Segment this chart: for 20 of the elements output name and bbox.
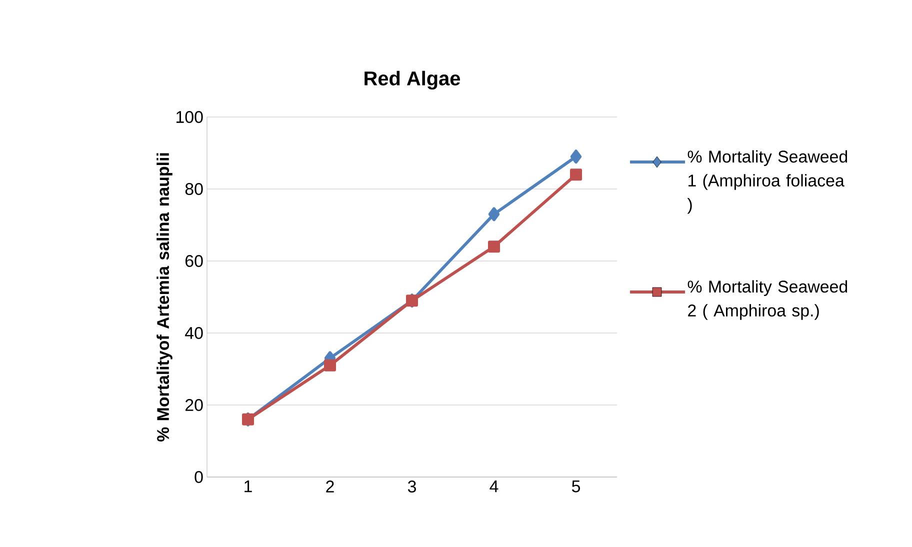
x-tick-label: 1 xyxy=(244,480,252,492)
y-tick-label: 0 xyxy=(194,471,203,483)
y-axis-title: % Mortalityof Artemia salina nauplii xyxy=(156,153,172,442)
chart-title: Red Algae xyxy=(364,70,460,90)
point xyxy=(324,359,336,372)
x-tick-label: 2 xyxy=(326,480,334,492)
x-tick-label: 3 xyxy=(408,480,416,493)
y-tick-label: 20 xyxy=(186,399,203,411)
point xyxy=(570,168,582,181)
x-tick-label: 4 xyxy=(490,480,498,492)
y-tick-label: 40 xyxy=(185,327,203,339)
point xyxy=(488,207,500,222)
legend-label: % Mortality Seaweed 2 ( Amphiroa sp.) xyxy=(688,280,848,320)
y-tick-label: 80 xyxy=(185,183,203,195)
point xyxy=(488,240,500,253)
y-tick-label: 100 xyxy=(176,111,203,123)
point xyxy=(570,150,582,164)
legend-label: % Mortality Seaweed 1 (Amphiroa foliacea ) xyxy=(687,150,848,214)
x-tick-label: 5 xyxy=(572,480,580,492)
y-tick-label: 60 xyxy=(186,255,203,267)
